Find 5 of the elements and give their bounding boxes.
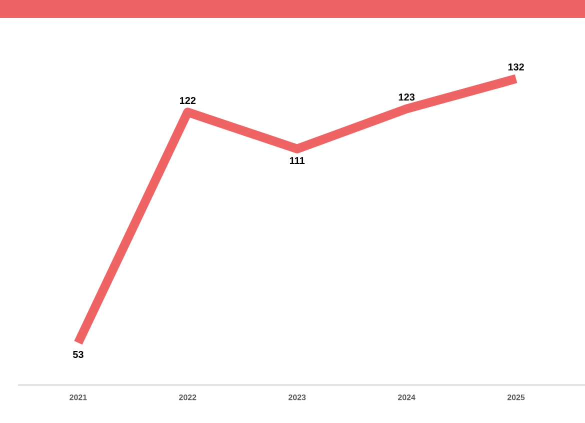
data-label: 111 <box>290 157 305 164</box>
data-label: 122 <box>180 96 196 104</box>
data-label: 132 <box>508 63 524 71</box>
data-label: 123 <box>398 94 415 101</box>
data-label: 53 <box>72 350 84 358</box>
